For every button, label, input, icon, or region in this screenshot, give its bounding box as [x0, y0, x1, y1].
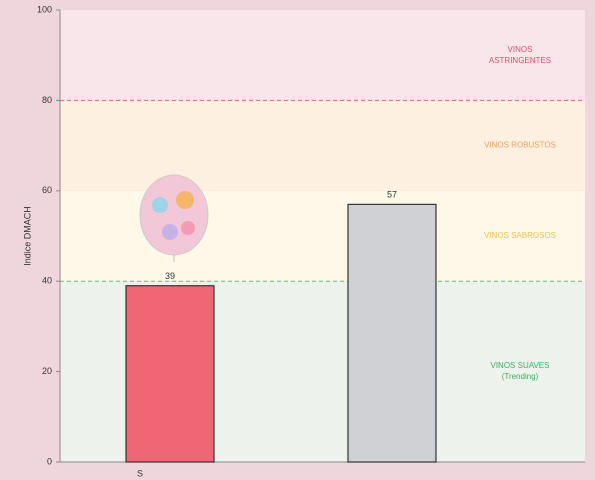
- bar: [125, 285, 215, 463]
- y-axis-label: Indice DMACH: [22, 206, 32, 266]
- glass-illustration: [139, 174, 209, 262]
- zone: [60, 10, 585, 101]
- value-label: 57: [387, 190, 397, 200]
- zone-label: VINOS ROBUSTOS: [484, 141, 556, 150]
- y-tick-label: 40: [42, 276, 52, 286]
- zone: [60, 100, 585, 191]
- y-tick-label: 100: [37, 4, 52, 14]
- y-tick-label: 0: [47, 456, 52, 466]
- y-tick-label: 60: [42, 185, 52, 195]
- zone-label: VINOS: [508, 45, 533, 54]
- bar: [347, 203, 437, 463]
- zone-label: (Trending): [502, 372, 539, 381]
- zone-label: ASTRINGENTES: [489, 56, 551, 65]
- zone-label: VINOS SUAVES: [491, 361, 550, 370]
- value-label: 39: [165, 271, 175, 281]
- zone-label: VINOS SABROSOS: [484, 231, 556, 240]
- y-tick-label: 20: [42, 366, 52, 376]
- y-tick-label: 80: [42, 95, 52, 105]
- x-tick-label: S: [137, 468, 143, 478]
